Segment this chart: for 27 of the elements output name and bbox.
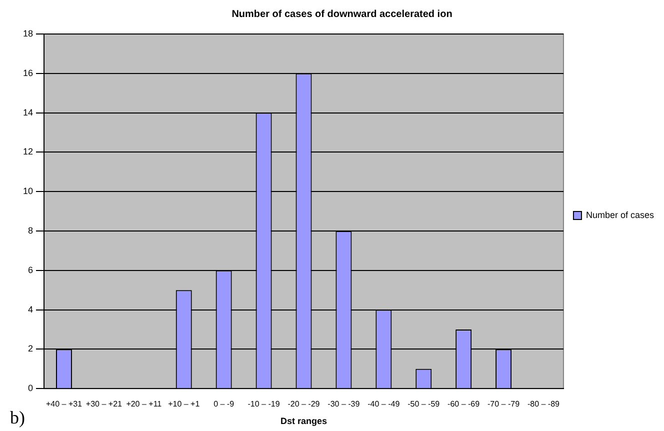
y-tick-label: 12 [22, 146, 34, 157]
y-tick-label: 10 [22, 186, 34, 196]
x-tick-label: +10 – +1 [168, 400, 200, 409]
x-tick-label: +40 – +31 [46, 400, 83, 409]
x-tick-label: +20 – +11 [126, 400, 162, 409]
x-tick-label: -30 – -39 [328, 400, 360, 409]
x-tick-label: -60 – -69 [448, 400, 480, 409]
x-tick-label: -80 – -89 [527, 400, 560, 409]
y-tick-label: 6 [28, 264, 34, 275]
y-tick-label: 18 [22, 28, 34, 38]
y-tick-label: 8 [28, 225, 34, 236]
legend-label: Number of cases [586, 210, 654, 220]
y-tick-label: 4 [28, 304, 34, 314]
x-tick-label: -20 – -29 [288, 400, 320, 409]
text: b) [10, 408, 25, 428]
y-tick-label: 2 [28, 344, 34, 354]
x-tick-label: -40 – -49 [368, 400, 400, 409]
x-tick-label: -70 – -79 [488, 400, 520, 409]
y-tick-label: 14 [22, 107, 34, 118]
x-tick-label: -10 – -19 [248, 400, 280, 409]
y-tick-label: 0 [28, 383, 34, 394]
x-tick-label: -50 – -59 [408, 400, 440, 409]
x-tick-label: 0 – -9 [214, 400, 235, 409]
y-tick-label: 16 [22, 68, 34, 78]
x-axis-title: Dst ranges [280, 416, 328, 426]
chart-title: Number of cases of downward accelerated ion [232, 8, 452, 20]
x-tick-label: +30 – +21 [86, 400, 123, 409]
